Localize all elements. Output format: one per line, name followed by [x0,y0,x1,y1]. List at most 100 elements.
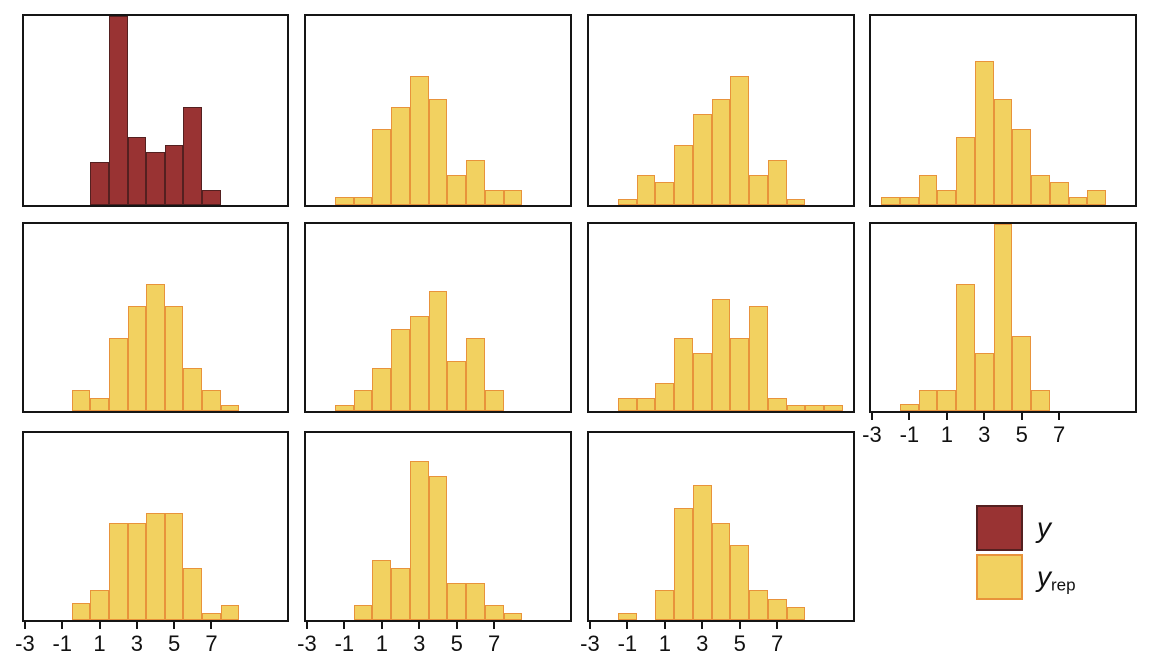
histogram-bar [618,612,637,620]
x-axis-tick-label: 7 [205,631,218,656]
histogram-bar [108,338,128,411]
x-axis-tick-label: 1 [658,631,671,656]
histogram-bar [220,405,240,411]
histogram-bar [1031,174,1050,205]
x-axis-tick-label: 7 [771,631,784,656]
histogram-bar [993,224,1013,411]
histogram-bar [974,61,994,205]
x-axis-tick-label: -3 [862,422,882,447]
x-axis-tick [493,622,496,629]
histogram-bar [900,197,919,205]
histogram-bar [674,507,693,620]
histogram-bar [146,152,165,205]
histogram-bar [749,306,768,411]
x-axis-tick [1020,413,1023,420]
x-axis-tick [380,622,383,629]
histogram-bar [353,605,373,620]
x-axis-tick-label: -1 [899,422,920,447]
x-axis-tick-label: 5 [733,631,746,656]
histogram-bar [391,328,410,411]
x-axis-tick [701,622,704,629]
histogram-bar [692,485,712,620]
histogram-bar [655,590,675,620]
x-axis-tick [983,413,986,420]
histogram-panel-yrep-4 [22,222,289,413]
histogram-bar [127,522,147,620]
histogram-bar [164,144,184,205]
x-axis-tick-label: 5 [1015,422,1028,447]
histogram-bar [1031,390,1050,411]
legend-label-y: y [1037,514,1051,542]
histogram-bar [428,99,448,205]
x-axis-tick [305,622,308,629]
histogram-bar [409,461,429,620]
histogram-bar [335,197,354,205]
histogram-panel-yrep-2 [587,14,855,207]
histogram-bar [428,291,448,411]
legend: y yrep [976,505,1076,603]
histogram-bar [1049,182,1069,205]
x-axis-tick-label: -3 [297,631,317,656]
histogram-bar [767,159,787,205]
x-axis-tick-label: 7 [488,631,501,656]
histogram-bar [353,197,373,205]
histogram-bar [108,16,128,205]
histogram-bar [692,353,712,411]
histogram-bar [937,390,957,411]
histogram-bar [466,338,485,411]
x-axis-tick-label: -3 [580,631,600,656]
x-axis-tick [210,622,213,629]
legend-swatch-yrep [976,554,1023,600]
x-axis-tick-label: 1 [940,422,953,447]
histogram-bar [749,590,768,620]
histogram-bar [730,76,750,205]
histogram-bar [749,174,768,205]
histogram-bar [918,390,938,411]
histogram-bar [503,612,523,620]
histogram-bar [881,197,901,205]
x-axis-tick-label: 5 [168,631,181,656]
x-axis-tick-label: 1 [375,631,388,656]
histogram-bar [503,189,523,205]
x-axis-tick [588,622,591,629]
x-axis-tick [945,413,948,420]
x-axis-tick [173,622,176,629]
histogram-bar [409,315,429,411]
histogram-bar [90,590,109,620]
x-axis-tick-label: -1 [617,631,638,656]
histogram-panel-yrep-6 [587,222,855,413]
histogram-bar [1068,197,1088,205]
x-axis-tick-label: 3 [978,422,991,447]
histogram-bar [164,513,184,620]
x-axis-tick [61,622,64,629]
histogram-bar [146,283,165,411]
histogram-bar [786,199,806,205]
histogram-bar [372,368,392,411]
histogram-bar [409,76,429,205]
histogram-bar [1012,336,1032,411]
histogram-bar [655,382,675,411]
histogram-bar [900,403,919,411]
legend-label-yrep-sub: rep [1051,575,1076,595]
histogram-bar [711,522,731,620]
histogram-bar [127,306,147,411]
histogram-bar [956,136,975,205]
x-axis-tick [776,622,779,629]
x-axis-tick-label: 5 [450,631,463,656]
histogram-bar [767,397,787,411]
histogram-bar [937,189,957,205]
histogram-bar [636,174,656,205]
histogram-panel-yrep-3 [869,14,1137,207]
histogram-bar [618,199,637,205]
x-axis-tick [418,622,421,629]
x-axis-tick [663,622,666,629]
histogram-bar [823,405,843,411]
legend-label-yrep: yrep [1037,563,1076,595]
histogram-panel-yrep-7 [869,222,1137,413]
histogram-bar [466,582,485,620]
histogram-panel-yrep-10 [587,431,855,622]
legend-entry-yrep: yrep [976,554,1076,600]
histogram-bar [183,106,203,205]
histogram-bar [335,405,354,411]
